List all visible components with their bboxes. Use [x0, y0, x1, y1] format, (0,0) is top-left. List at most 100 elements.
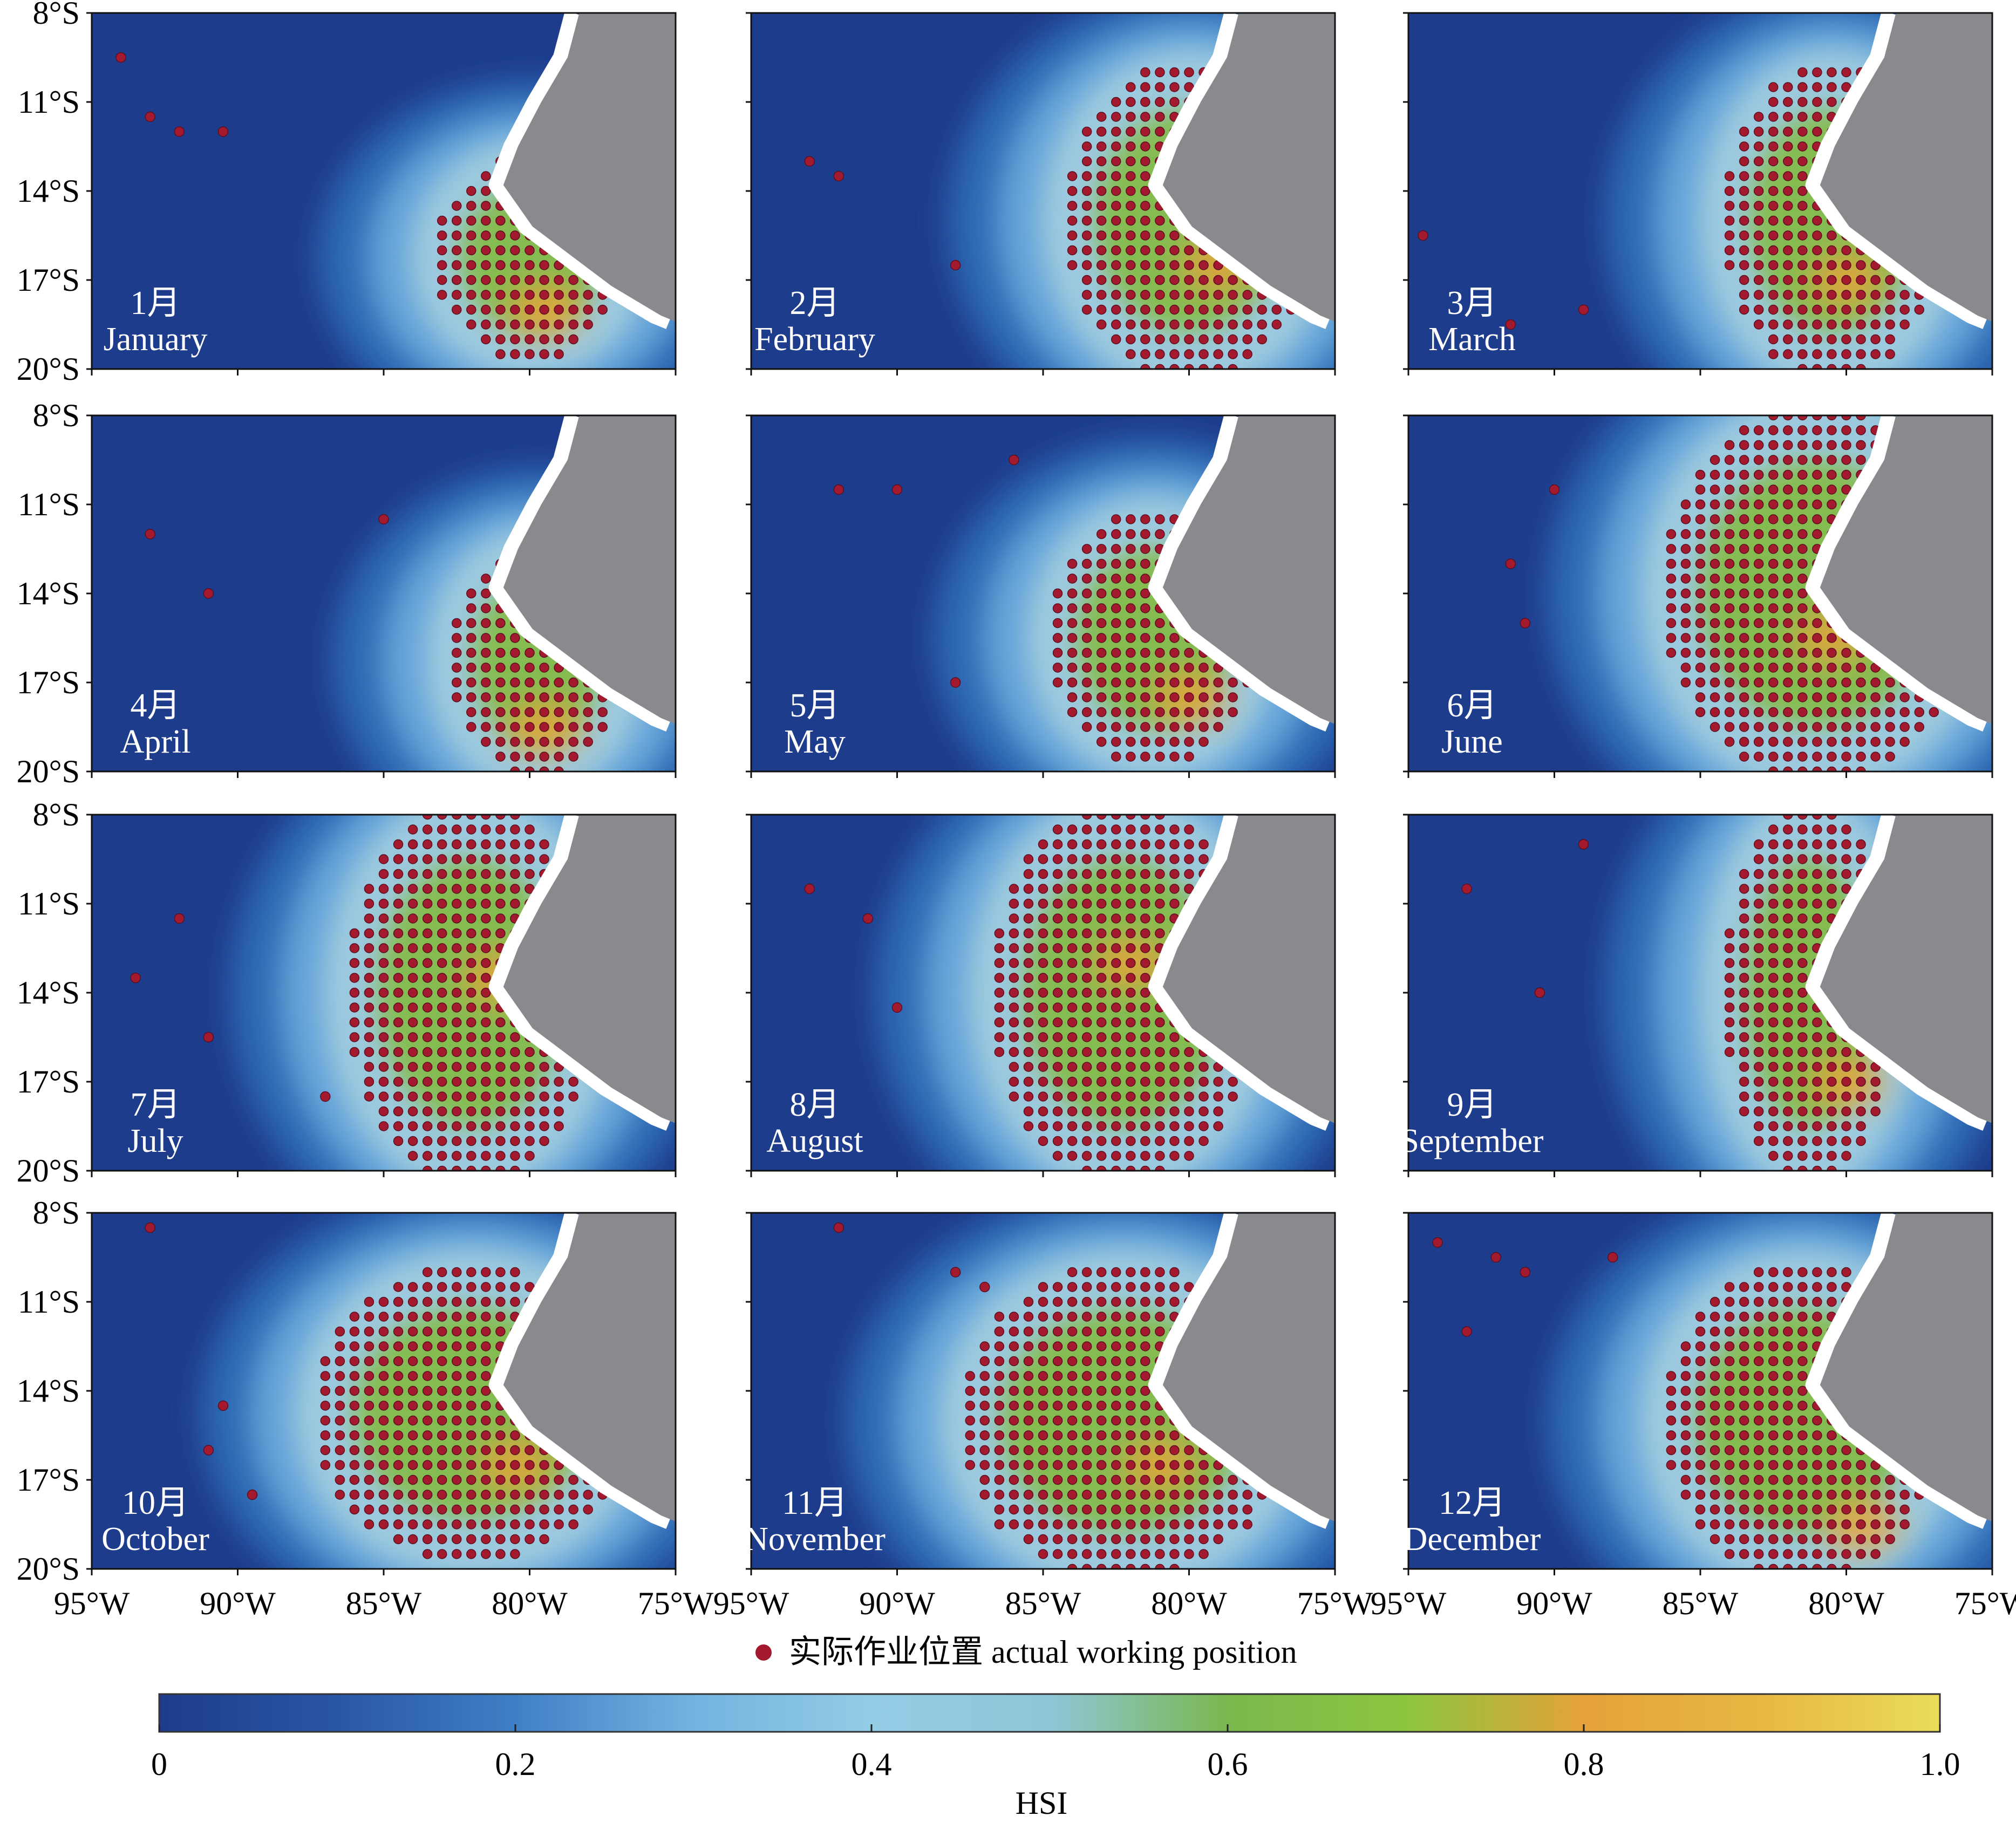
working-position-point [1856, 415, 1866, 421]
working-position-point [1184, 752, 1194, 762]
working-position-point [1783, 647, 1793, 658]
working-position-point [1081, 898, 1092, 909]
working-position-point [1081, 1296, 1092, 1307]
working-position-point [1812, 884, 1822, 894]
working-position-point [1126, 752, 1136, 762]
working-position-point [1753, 319, 1764, 330]
working-position-point [1724, 1401, 1735, 1411]
working-position-point [1856, 1136, 1866, 1146]
working-position-point [1081, 1474, 1092, 1485]
working-position-point [568, 1076, 578, 1087]
working-position-point [364, 1504, 374, 1515]
working-position-point [1739, 1519, 1749, 1530]
working-position-point [1753, 455, 1764, 465]
working-position-point [1768, 1032, 1779, 1042]
working-position-point [525, 1460, 535, 1470]
working-position-point [452, 1091, 462, 1102]
working-position-point [1140, 736, 1150, 747]
working-position-point [1067, 201, 1078, 211]
working-position-point [583, 1490, 593, 1500]
working-position-point [510, 275, 520, 285]
working-position-point [466, 707, 476, 718]
working-position-point [1768, 1282, 1779, 1292]
working-position-point [539, 349, 549, 359]
working-position-point [437, 1371, 447, 1381]
working-position-point [364, 1017, 374, 1028]
working-position-point [1126, 245, 1136, 256]
working-position-point [1812, 1151, 1822, 1161]
working-position-point [1709, 1490, 1720, 1500]
working-position-point [1739, 752, 1749, 762]
working-position-point [1096, 1504, 1107, 1515]
working-position-point [1841, 1062, 1851, 1072]
working-position-point [1724, 573, 1735, 584]
working-position-point [554, 722, 564, 732]
working-position-point [1841, 1091, 1851, 1102]
working-position-point [1198, 736, 1209, 747]
working-position-point [1783, 958, 1793, 968]
working-position-point [554, 1504, 564, 1515]
working-position-point [1140, 1032, 1150, 1042]
working-position-point [1695, 647, 1706, 658]
working-position-point [1695, 1326, 1706, 1337]
working-position-point [1753, 1356, 1764, 1367]
working-position-point [525, 245, 535, 256]
working-position-point [1038, 1371, 1048, 1381]
working-position-point [452, 1165, 462, 1171]
working-position-point [349, 1341, 360, 1351]
working-position-point [1140, 752, 1150, 762]
working-position-point [1753, 275, 1764, 285]
working-position-point [1096, 1415, 1107, 1426]
working-position-point [1783, 987, 1793, 998]
working-position-point [1812, 707, 1822, 718]
working-position-point [1242, 1490, 1252, 1500]
working-position-point [1753, 752, 1764, 762]
working-position-point [437, 1296, 447, 1307]
working-position-point [452, 1121, 462, 1131]
working-position-point [1827, 469, 1837, 480]
working-position-point [1856, 1490, 1866, 1500]
working-position-point [1155, 1032, 1165, 1042]
working-position-point [1081, 186, 1092, 196]
working-position-point [393, 1534, 404, 1545]
working-position-point [1768, 752, 1779, 762]
working-position-point [1023, 958, 1034, 968]
working-position-point [407, 1091, 418, 1102]
working-position-point [1198, 722, 1209, 732]
working-position-point [1184, 1474, 1194, 1485]
working-position-point [1096, 958, 1107, 968]
working-position-point [510, 1296, 520, 1307]
working-position-point [378, 973, 389, 983]
working-position-point [1023, 1504, 1034, 1515]
working-position-point [1140, 1136, 1150, 1146]
lat-tick-label: 14°S [17, 576, 80, 611]
working-position-point [1841, 722, 1851, 732]
working-position-point [1870, 707, 1881, 718]
working-position-point [1081, 633, 1092, 643]
working-position-point [1753, 973, 1764, 983]
working-position-point [1768, 1474, 1779, 1485]
working-position-point [1184, 260, 1194, 270]
working-position-point [1096, 275, 1107, 285]
working-position-point [452, 1151, 462, 1161]
working-position-point [554, 692, 564, 702]
lon-tick-label: 75°W [1954, 1586, 2016, 1621]
working-position-point [1709, 588, 1720, 599]
working-position-point [1198, 290, 1209, 300]
working-position-point [1841, 1151, 1851, 1161]
working-position-point [1724, 722, 1735, 732]
working-position-point [1418, 230, 1428, 241]
working-position-point [1140, 156, 1150, 167]
working-position-point [1213, 722, 1223, 732]
working-position-point [1126, 1267, 1136, 1278]
working-position-point [481, 1091, 491, 1102]
working-position-point [1155, 692, 1165, 702]
working-position-point [1067, 1312, 1078, 1322]
working-position-point [1797, 1091, 1808, 1102]
working-position-point [1067, 260, 1078, 270]
working-position-point [1856, 692, 1866, 702]
working-position-point [1841, 469, 1851, 480]
working-position-point [1709, 1312, 1720, 1322]
working-position-point [466, 201, 476, 211]
